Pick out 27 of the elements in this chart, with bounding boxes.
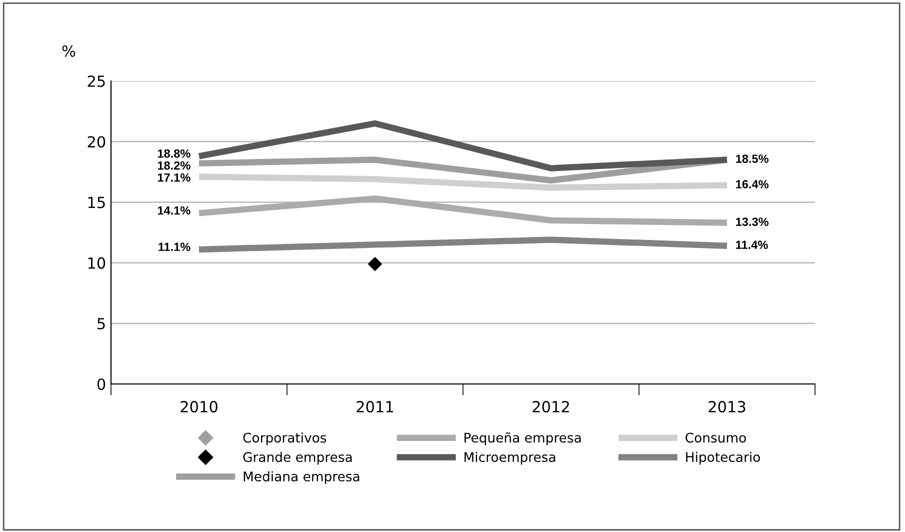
y-axis-title: % [62,45,76,57]
x-tick-label: 2010 [180,400,218,412]
data-label: 18.2% [158,161,190,170]
data-label: 17.1% [158,173,190,182]
legend-label: Grande empresa [243,452,352,465]
data-label: 11.4% [736,240,768,249]
y-tick-label: 5 [98,318,105,330]
y-tick-label: 15 [88,196,105,208]
legend-label: Consumo [686,432,746,443]
x-tick-label: 2012 [532,400,569,412]
y-tick-label: 0 [97,378,106,390]
data-label: 16.4% [736,180,768,188]
legend-label: Corporativos [243,432,326,446]
y-tick-label: 25 [88,75,105,88]
x-tick-label: 2011 [356,400,394,412]
x-tick-label: 2013 [708,400,746,412]
y-tick-label: 20 [88,136,106,148]
data-label: 11.1% [158,242,190,251]
y-tick-label: 10 [88,257,106,269]
data-label: 18.8% [158,149,190,158]
data-label: 14.1% [158,206,190,215]
data-label: 13.3% [736,218,768,226]
data-label: 18.5% [736,154,768,163]
legend-label: Hipotecario [686,452,760,465]
legend-label: Microempresa [464,452,556,465]
legend-label: Mediana empresa [244,471,360,484]
legend-label: Pequeña empresa [464,432,581,446]
